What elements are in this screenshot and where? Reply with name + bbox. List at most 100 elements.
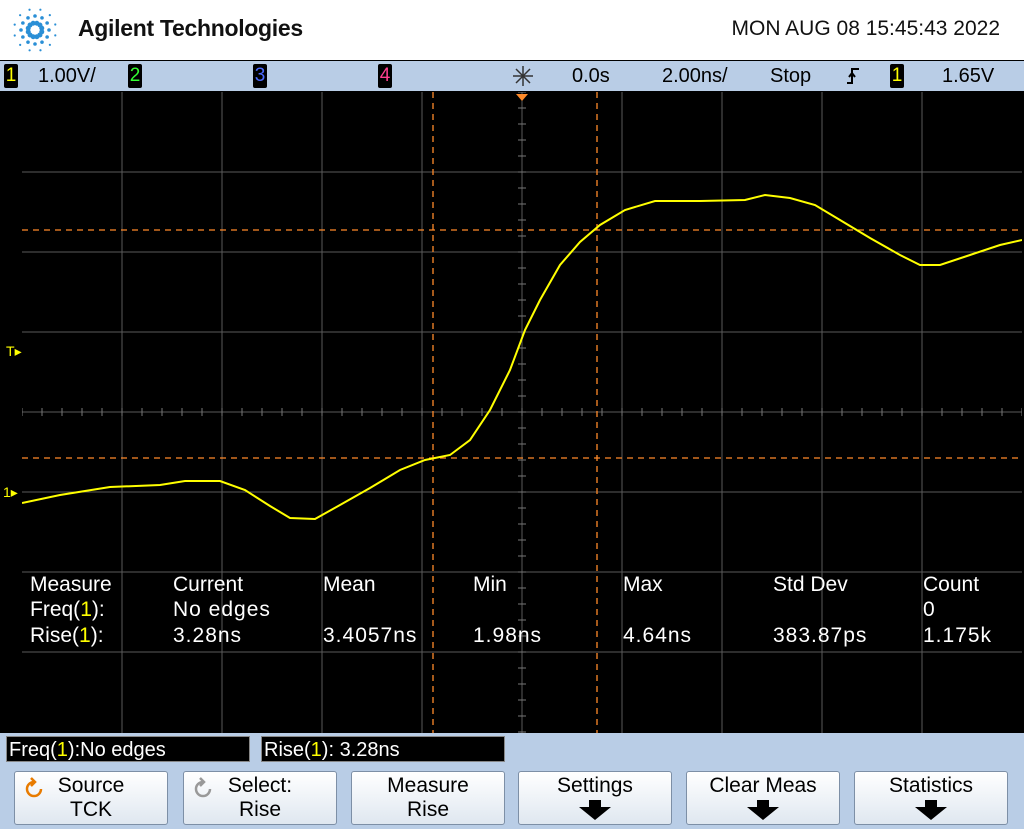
channel-3-badge: 3 xyxy=(253,64,267,88)
logo-dot xyxy=(19,14,22,17)
value: ):No edges xyxy=(67,739,166,761)
softkey[interactable]: Source TCK xyxy=(14,771,168,825)
rotate-icon xyxy=(194,777,212,798)
measure-value: 0 xyxy=(923,598,936,621)
run-state: Stop xyxy=(770,65,812,87)
measure-value: 1.175k xyxy=(923,624,993,647)
softkey-value: Rise xyxy=(406,798,449,821)
arrow xyxy=(194,777,212,798)
channel: 1 xyxy=(56,739,68,761)
time-scale: 2.00ns/ xyxy=(662,65,728,87)
softkey-value: Rise xyxy=(238,798,281,821)
down-arrow xyxy=(747,800,779,820)
arrow xyxy=(25,777,43,798)
measure-header: Count xyxy=(923,573,980,596)
logo-dot xyxy=(47,28,51,32)
waveform xyxy=(22,193,1022,521)
channel-4-badge: 4 xyxy=(378,64,392,88)
measure-header: Mean xyxy=(323,573,376,596)
brand: Agilent Technologies xyxy=(78,15,303,41)
measure-value: 4.64ns xyxy=(623,624,693,647)
channel: 1 xyxy=(80,598,92,621)
softkey-label: Source xyxy=(57,774,125,797)
measure-value: No edges xyxy=(173,598,271,621)
value: ): 3.28ns xyxy=(321,739,400,761)
datetime: MON AUG 08 15:45:43 2022 xyxy=(731,17,1001,40)
softkey-value: TCK xyxy=(70,798,112,821)
header: Agilent Technologies MON AUG 08 15:45:43… xyxy=(0,0,1024,60)
measure-header: Max xyxy=(623,573,663,596)
logo-dot xyxy=(28,8,31,11)
channel-1-badge: 1 xyxy=(4,64,18,88)
logo-dot xyxy=(26,40,30,44)
status-box: Freq(1):No edges xyxy=(6,736,250,762)
down-arrow xyxy=(915,800,947,820)
status-box: Rise(1): 3.28ns xyxy=(261,736,505,762)
measure-header: Min xyxy=(473,573,507,596)
softkey-label: Settings xyxy=(557,774,633,797)
channel-1-scale: 1.00V/ xyxy=(38,65,96,87)
logo-dot xyxy=(19,28,23,32)
logo-dot xyxy=(40,40,44,44)
softkey[interactable]: Clear Meas xyxy=(686,771,840,825)
trigger-source-badge: 1 xyxy=(890,64,904,88)
label: Freq( xyxy=(9,739,57,761)
logo-dot xyxy=(28,49,31,52)
logo-dot xyxy=(21,35,25,39)
logo-dot xyxy=(48,14,51,17)
logo-dot xyxy=(25,29,31,35)
channel-marker-label: 1 xyxy=(3,484,11,500)
measure-value: 3.28ns xyxy=(173,624,243,647)
label: ): xyxy=(91,598,105,621)
acquire-icon xyxy=(513,66,533,86)
logo-dot xyxy=(21,21,25,25)
trigger-level-marker: T▸ xyxy=(6,343,22,359)
arrow xyxy=(747,800,779,820)
logo-dot xyxy=(39,25,45,31)
softkey[interactable]: Statistics xyxy=(854,771,1008,825)
channel: 1 xyxy=(310,739,322,761)
trigger-position xyxy=(516,94,528,101)
logo-dot xyxy=(40,16,44,20)
logo-dot xyxy=(54,34,57,37)
trigger-edge-icon xyxy=(847,68,859,84)
logo-dot xyxy=(39,8,42,11)
channel-2-badge: 2 xyxy=(128,64,142,88)
logo-dot xyxy=(13,34,16,37)
measure-label: Rise(1): xyxy=(30,624,104,648)
channel: 1 xyxy=(79,624,91,647)
measure-header: Std Dev xyxy=(773,573,848,596)
softkey-label: Clear Meas xyxy=(709,774,817,797)
label: Rise( xyxy=(30,624,80,647)
softkey-area: Freq(1):No edges Rise(1): 3.28ns Source T… xyxy=(0,733,1024,829)
logo xyxy=(13,8,57,52)
logo-dot xyxy=(45,35,49,39)
trigger-level: 1.65V xyxy=(942,65,995,87)
trigger-marker-label: T xyxy=(6,343,15,359)
softkey-label: Measure xyxy=(387,774,469,797)
softkey[interactable]: Settings xyxy=(518,771,672,825)
logo-dot xyxy=(45,21,49,25)
logo-dot xyxy=(19,43,22,46)
arrow xyxy=(579,800,611,820)
rotate-icon xyxy=(25,777,43,798)
label: Freq( xyxy=(30,598,81,621)
logo-dot xyxy=(13,23,16,26)
down-arrow xyxy=(579,800,611,820)
measure-value: 383.87ps xyxy=(773,624,868,647)
softkey[interactable]: Select: Rise xyxy=(183,771,337,825)
logo-dot xyxy=(34,34,40,40)
measure-label: Freq(1): xyxy=(30,598,105,622)
softkey[interactable]: Measure Rise xyxy=(351,771,505,825)
channel-ground-marker: 1▸ xyxy=(3,484,18,500)
label: ): xyxy=(90,624,104,647)
measure-header: Measure xyxy=(30,573,112,596)
logo-dot xyxy=(54,23,57,26)
softkey-label: Statistics xyxy=(888,774,974,797)
graticule xyxy=(22,92,1022,733)
logo-dot xyxy=(39,49,42,52)
status-bar: 1 1.00V/ 2 3 4 0.0s 2.00ns/ Stop 1 1.65V xyxy=(0,61,1024,91)
time-offset: 0.0s xyxy=(572,65,610,87)
